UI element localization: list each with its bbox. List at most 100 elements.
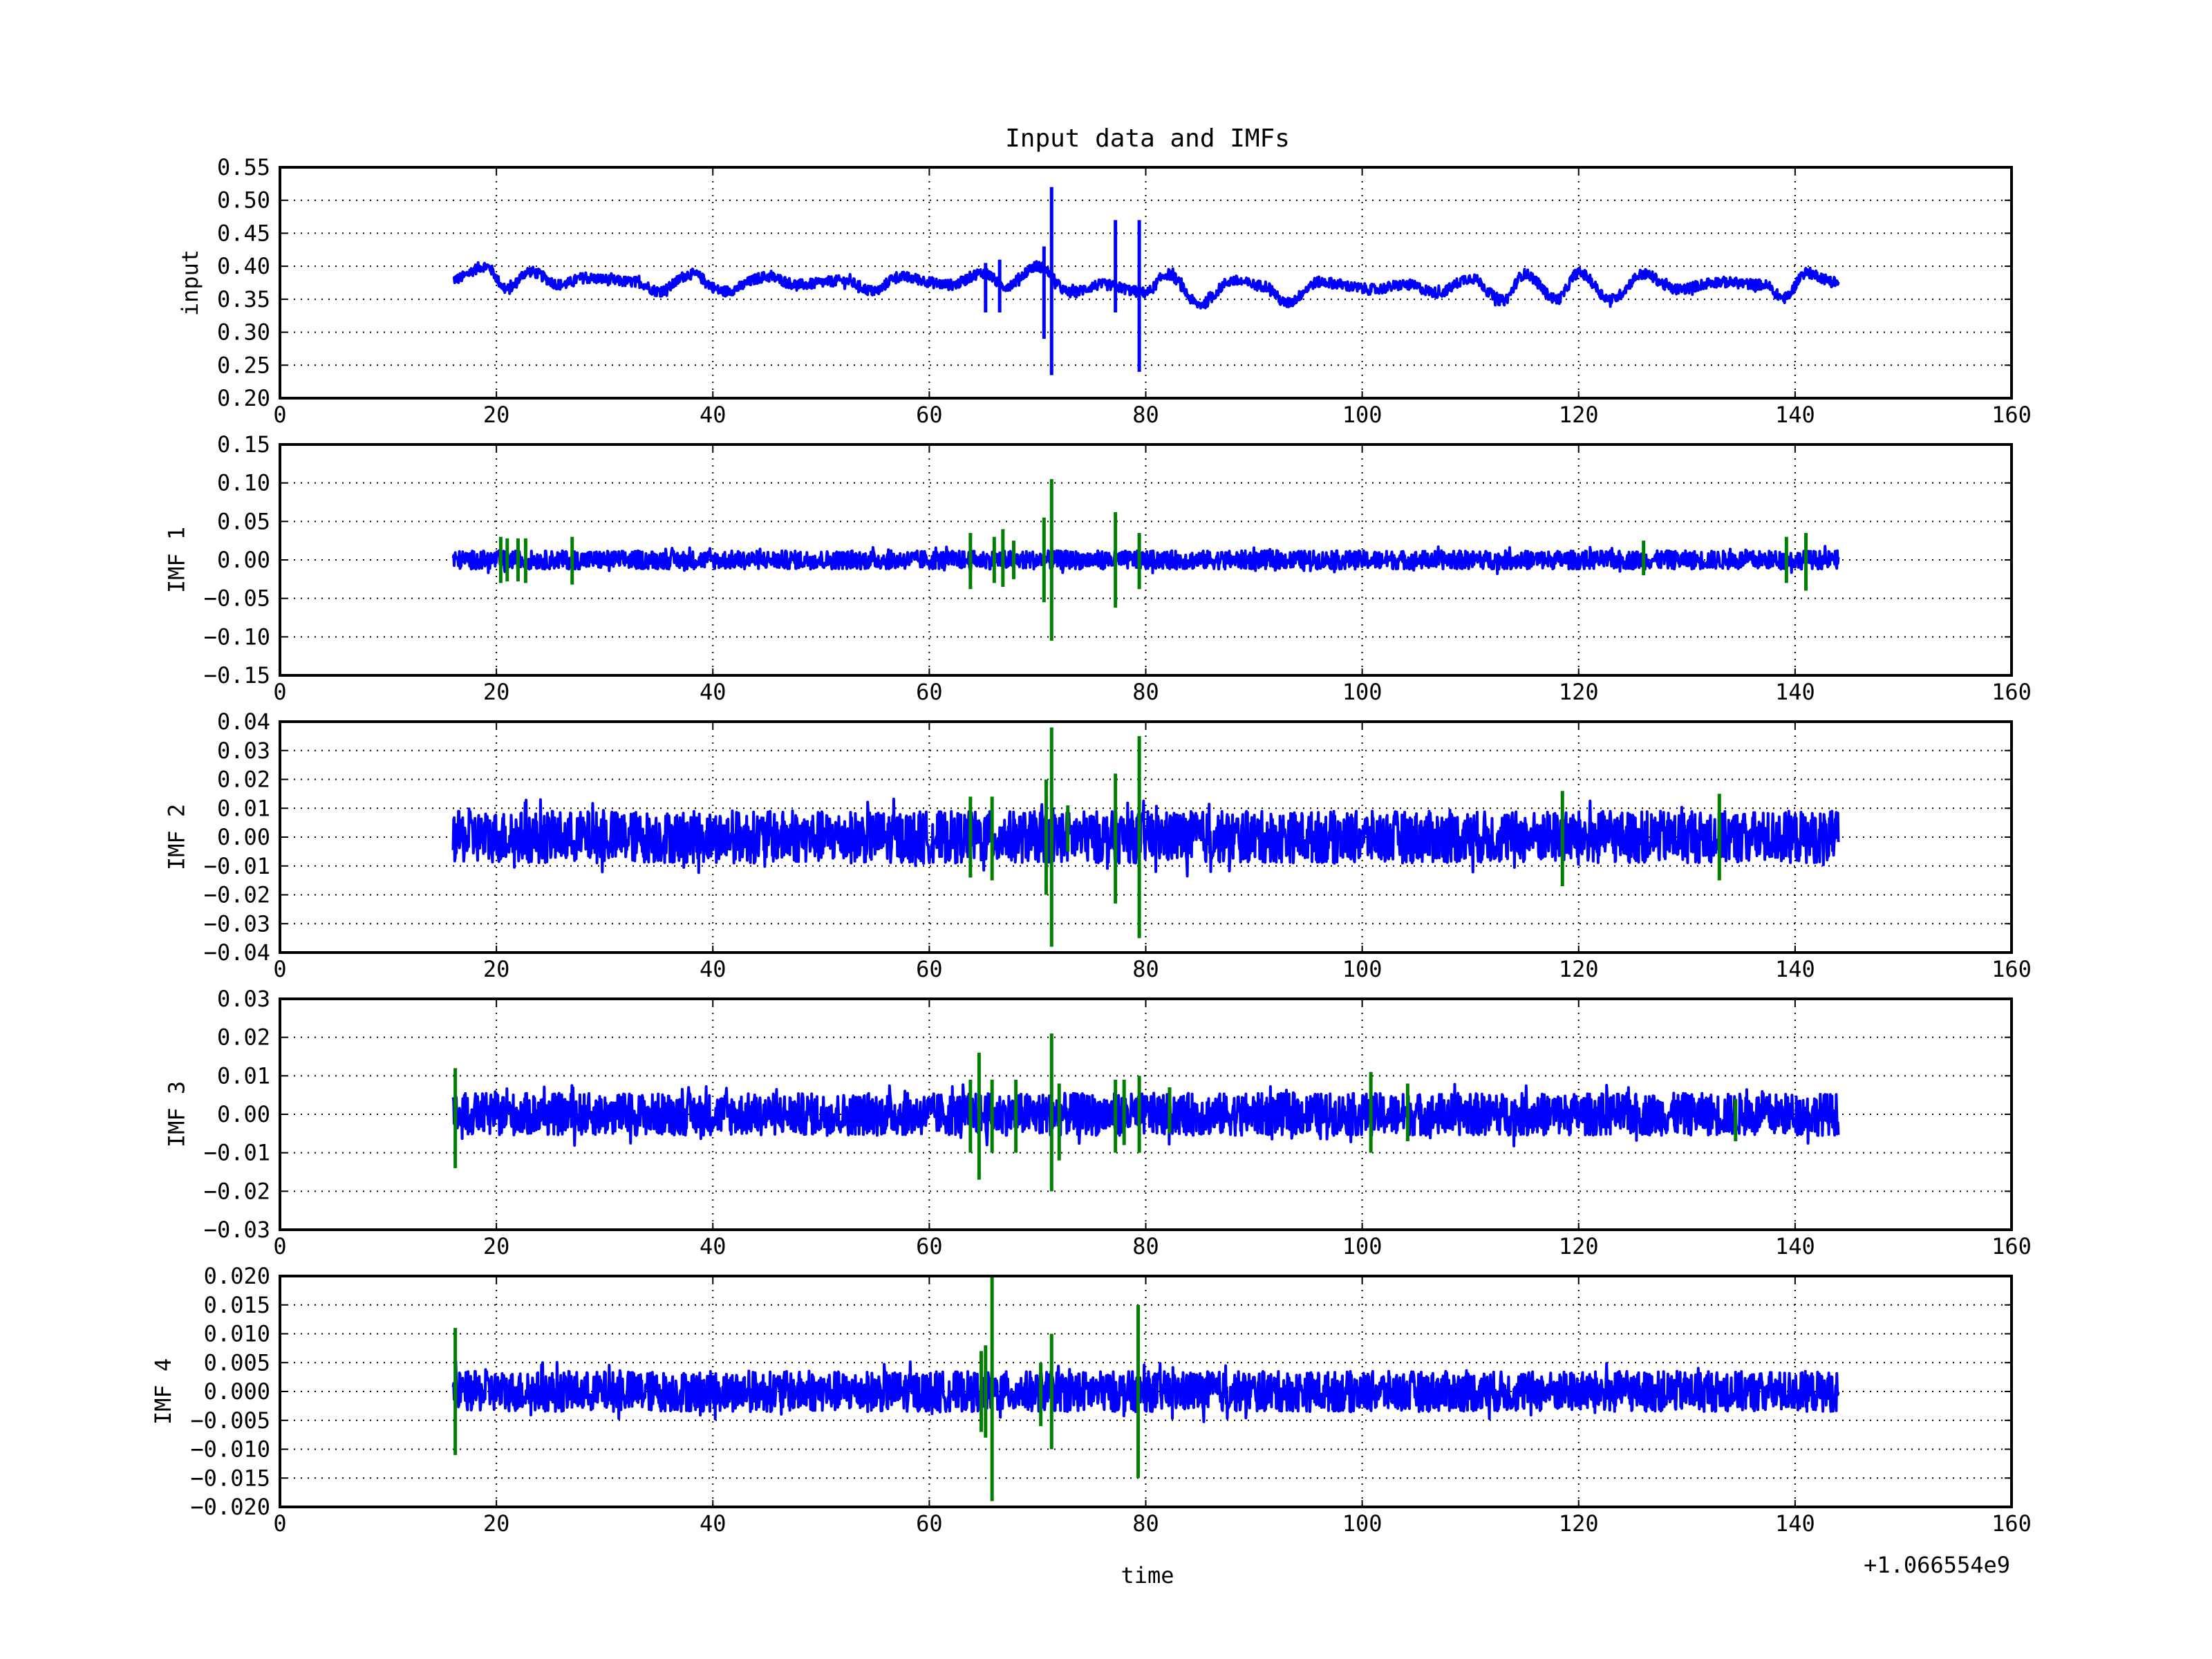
panel-4: 0 20 40 60 80 100 120 140 160 −0.03 −0.02 −0.01 0.00… <box>164 986 2032 1259</box>
y-axis-label: IMF 2 <box>164 804 190 870</box>
y-tick-label: 0.35 <box>217 286 270 312</box>
panel-1: 0 20 40 60 80 100 120 140 160 0.20 0.25 0.30 0.35 0.4… <box>177 154 2032 428</box>
x-tick-label: 160 <box>1991 679 2032 705</box>
x-tick-label: 160 <box>1991 402 2032 428</box>
y-tick-label: −0.01 <box>204 853 270 879</box>
y-tick-label: 0.45 <box>217 220 270 246</box>
x-tick-label: 0 <box>273 679 286 705</box>
panels: 0 20 40 60 80 100 120 140 160 0.20 0.25 0.30 0.35 0.4… <box>150 154 2032 1537</box>
series-group-2 <box>451 479 1840 641</box>
signal-line <box>451 1360 1840 1423</box>
y-tick-label: 0.25 <box>217 352 270 378</box>
y-tick-label: 0.40 <box>217 253 270 279</box>
chart-title: Input data and IMFs <box>1005 124 1290 153</box>
y-tick-label: −0.010 <box>190 1436 270 1463</box>
x-tick-label: 160 <box>1991 1510 2032 1537</box>
y-tick-label: −0.03 <box>204 910 270 937</box>
x-tick-label: 20 <box>483 1510 510 1537</box>
y-tick-label: 0.04 <box>217 709 270 735</box>
y-tick-label: 0.005 <box>204 1349 270 1376</box>
y-axis-label: IMF 4 <box>150 1358 176 1425</box>
y-tick-label: 0.010 <box>204 1321 270 1347</box>
x-tick-label: 100 <box>1342 679 1382 705</box>
y-axis-label: input <box>177 250 203 316</box>
x-tick-label: 40 <box>700 1510 727 1537</box>
y-tick-label: −0.02 <box>204 1178 270 1204</box>
x-tick-label: 100 <box>1342 402 1382 428</box>
x-tick-label: 80 <box>1132 1510 1159 1537</box>
x-tick-label: 40 <box>700 679 727 705</box>
y-tick-label: −0.01 <box>204 1140 270 1166</box>
y-tick-label: −0.05 <box>204 585 270 612</box>
x-tick-label: 160 <box>1991 956 2032 982</box>
x-tick-label: 140 <box>1775 1510 1815 1537</box>
x-tick-label: 120 <box>1559 1510 1599 1537</box>
x-tick-label: 40 <box>700 1233 727 1259</box>
y-tick-label: −0.020 <box>190 1494 270 1520</box>
series-group-4 <box>451 1033 1840 1192</box>
x-tick-label: 20 <box>483 402 510 428</box>
series-group-3 <box>451 727 1840 947</box>
x-axis-label: time <box>1121 1562 1174 1588</box>
y-tick-label: −0.03 <box>204 1217 270 1243</box>
y-tick-label: −0.015 <box>190 1465 270 1491</box>
series-group-5 <box>451 1276 1840 1501</box>
y-tick-label: 0.020 <box>204 1263 270 1289</box>
y-tick-label: 0.15 <box>217 431 270 458</box>
y-tick-label: −0.04 <box>204 939 270 966</box>
x-tick-label: 60 <box>916 679 943 705</box>
y-tick-label: −0.005 <box>190 1407 270 1434</box>
x-tick-label: 40 <box>700 956 727 982</box>
x-tick-label: 20 <box>483 679 510 705</box>
x-tick-label: 120 <box>1559 679 1599 705</box>
y-axis-label: IMF 1 <box>164 527 190 593</box>
y-tick-label: −0.02 <box>204 882 270 908</box>
signal-line <box>451 1082 1840 1147</box>
y-tick-label: 0.03 <box>217 986 270 1012</box>
y-tick-label: 0.55 <box>217 154 270 180</box>
x-offset-label: +1.066554e9 <box>1864 1552 2010 1578</box>
x-tick-label: 140 <box>1775 402 1815 428</box>
x-tick-label: 40 <box>700 402 727 428</box>
x-tick-label: 160 <box>1991 1233 2032 1259</box>
x-tick-label: 0 <box>273 1233 286 1259</box>
x-tick-label: 20 <box>483 1233 510 1259</box>
series-group-1 <box>452 187 1840 375</box>
x-tick-label: 80 <box>1132 956 1159 982</box>
y-tick-label: −0.10 <box>204 624 270 650</box>
x-tick-label: 0 <box>273 402 286 428</box>
y-tick-label: 0.02 <box>217 767 270 793</box>
y-axis-label: IMF 3 <box>164 1081 190 1147</box>
y-tick-label: 0.01 <box>217 1062 270 1089</box>
x-tick-label: 80 <box>1132 1233 1159 1259</box>
y-tick-label: 0.50 <box>217 187 270 214</box>
x-tick-label: 140 <box>1775 679 1815 705</box>
x-tick-label: 0 <box>273 1510 286 1537</box>
y-tick-label: 0.20 <box>217 385 270 411</box>
x-tick-label: 100 <box>1342 956 1382 982</box>
y-tick-label: 0.30 <box>217 319 270 346</box>
y-tick-label: 0.02 <box>217 1024 270 1051</box>
panel-2: 0 20 40 60 80 100 120 140 160 −0.15 −0.10 −0.05 0.00… <box>164 431 2032 705</box>
panel-5: 0 20 40 60 80 100 120 140 160 −0.020 −0.015−0.010−… <box>150 1263 2032 1537</box>
x-tick-label: 100 <box>1342 1510 1382 1537</box>
y-tick-label: −0.15 <box>204 662 270 688</box>
y-tick-label: 0.00 <box>217 824 270 850</box>
x-tick-label: 60 <box>916 956 943 982</box>
y-tick-label: 0.01 <box>217 795 270 821</box>
x-tick-label: 60 <box>916 1233 943 1259</box>
x-tick-label: 140 <box>1775 1233 1815 1259</box>
y-tick-label: 0.015 <box>204 1292 270 1318</box>
y-tick-label: 0.03 <box>217 738 270 764</box>
signal-line <box>451 797 1840 878</box>
y-tick-label: 0.00 <box>217 547 270 573</box>
y-tick-label: 0.000 <box>204 1378 270 1405</box>
y-tick-label: 0.10 <box>217 470 270 496</box>
x-tick-label: 120 <box>1559 402 1599 428</box>
x-tick-label: 80 <box>1132 402 1159 428</box>
panel-3: 0 20 40 60 80 100 120 140 160 −0.04−0.03−0.02 −0.0… <box>164 709 2032 982</box>
x-tick-label: 80 <box>1132 679 1159 705</box>
x-tick-label: 60 <box>916 402 943 428</box>
x-tick-label: 0 <box>273 956 286 982</box>
